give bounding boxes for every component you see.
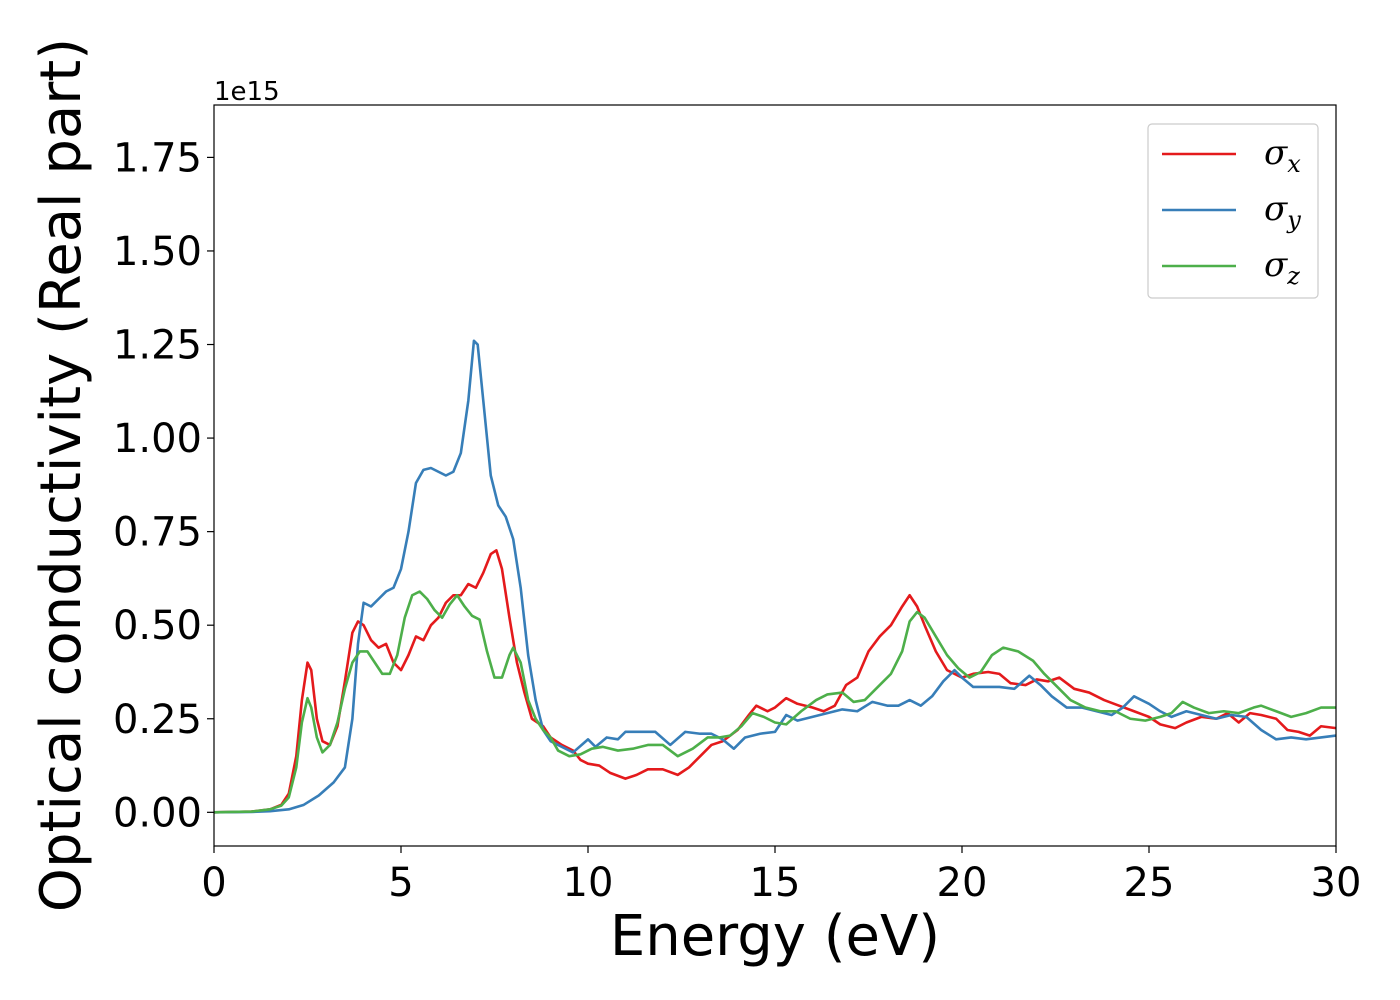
y-tick-label: 1.50 <box>113 229 202 275</box>
y-tick-label: 1.25 <box>113 323 202 369</box>
x-tick-label: 30 <box>1311 860 1362 906</box>
x-tick-label: 10 <box>563 860 614 906</box>
y-axis-label: Optical conductivity (Real part) <box>29 38 94 912</box>
legend-label-z: σz <box>1264 245 1300 290</box>
y-tick-label: 1.75 <box>113 135 202 181</box>
x-tick-label: 15 <box>750 860 801 906</box>
y-tick-label: 0.25 <box>113 697 202 743</box>
legend: σx σy σz <box>1147 123 1319 299</box>
series-layer <box>213 339 1337 814</box>
x-tick-label: 25 <box>1124 860 1175 906</box>
legend-label-x: σx <box>1264 133 1301 178</box>
series-line-x <box>213 549 1337 814</box>
series-line-z <box>213 590 1336 814</box>
x-axis: 0 5 10 15 20 25 30 <box>201 846 1361 906</box>
legend-label-y: σy <box>1264 189 1301 234</box>
y-tick-label: 0.00 <box>113 790 202 836</box>
y-offset-label: 1e15 <box>214 77 280 107</box>
series-line-y <box>213 339 1337 814</box>
x-tick-label: 0 <box>201 860 226 906</box>
x-tick-label: 5 <box>388 860 413 906</box>
y-tick-label: 0.50 <box>113 603 202 649</box>
y-axis: 0.00 0.25 0.50 0.75 1.00 1.25 1.50 1.75 <box>113 135 214 836</box>
y-tick-label: 0.75 <box>113 510 202 556</box>
y-tick-label: 1.00 <box>113 416 202 462</box>
x-axis-label: Energy (eV) <box>610 904 940 969</box>
x-tick-label: 20 <box>937 860 988 906</box>
